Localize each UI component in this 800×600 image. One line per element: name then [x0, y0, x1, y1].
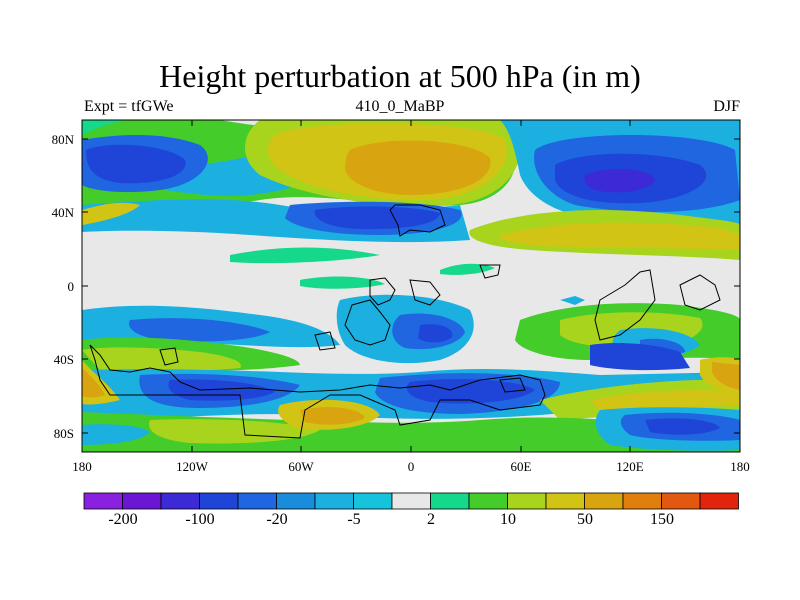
colorbar-label: -200 — [108, 511, 137, 528]
colorbar-swatch — [276, 492, 316, 510]
colorbar-swatch — [199, 492, 239, 510]
plot-title: Height perturbation at 500 hPa (in m) — [159, 58, 641, 94]
experiment-label: Expt = tfGWe — [84, 98, 174, 115]
colorbar-swatch — [160, 492, 200, 510]
colorbar-swatch — [699, 492, 739, 510]
x-tick-label: 180 — [72, 459, 92, 474]
colorbar-swatch — [622, 492, 662, 510]
colorbar-label: 2 — [427, 511, 435, 528]
y-tick-label: 80N — [52, 132, 75, 147]
height-field — [82, 120, 740, 452]
season-label: DJF — [713, 98, 740, 115]
y-axis-labels: 80N 40N 0 40S 80S — [52, 132, 75, 441]
colorbar-swatch — [83, 492, 123, 510]
colorbar-swatch — [545, 492, 585, 510]
colorbar-labels: -200 -100 -20 -5 2 10 50 150 — [108, 511, 674, 528]
colorbar-swatch — [237, 492, 277, 510]
x-tick-label: 120E — [616, 459, 644, 474]
colorbar-label: -100 — [185, 511, 214, 528]
y-tick-label: 40S — [54, 352, 74, 367]
colorbar-swatch — [122, 492, 162, 510]
x-tick-label: 180 — [730, 459, 750, 474]
colorbar-swatch — [314, 492, 354, 510]
colorbar-swatch — [353, 492, 393, 510]
period-label: 410_0_MaBP — [355, 98, 445, 115]
colorbar-swatch — [468, 492, 508, 510]
colorbar-swatch — [507, 492, 547, 510]
colorbar-swatch — [584, 492, 624, 510]
colorbar-label: -5 — [347, 511, 360, 528]
land-outline — [89, 204, 721, 439]
y-tick-label: 40N — [52, 205, 75, 220]
colorbar-swatch — [661, 492, 701, 510]
colorbar-swatch — [430, 492, 470, 510]
x-tick-label: 0 — [408, 459, 415, 474]
colorbar-label: 150 — [650, 511, 674, 528]
colorbar-swatch — [391, 492, 431, 510]
x-axis-labels: 180 120W 60W 0 60E 120E 180 — [72, 459, 750, 474]
colorbar-label: 50 — [577, 511, 593, 528]
x-tick-label: 120W — [176, 459, 209, 474]
colorbar-label: -20 — [266, 511, 287, 528]
colorbar-label: 10 — [500, 511, 516, 528]
x-tick-label: 60E — [511, 459, 532, 474]
y-tick-label: 80S — [54, 426, 74, 441]
y-tick-label: 0 — [68, 279, 75, 294]
x-tick-label: 60W — [288, 459, 314, 474]
colorbar — [83, 492, 739, 510]
